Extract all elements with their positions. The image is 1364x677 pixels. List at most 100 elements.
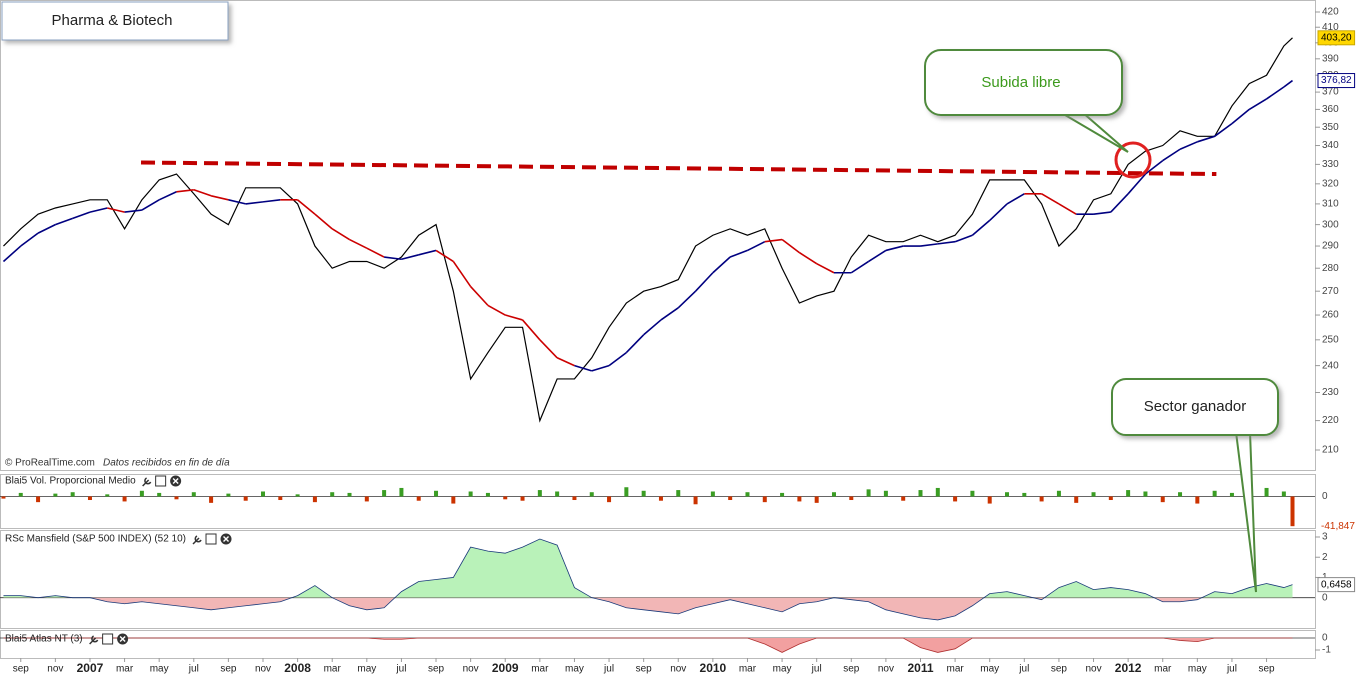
- volume-bar: [122, 496, 127, 502]
- last-value-tag: 403,20: [1317, 30, 1356, 46]
- callout-box: [924, 49, 1123, 116]
- moving-average-segment: [418, 249, 437, 256]
- x-tick-label: sep: [1051, 664, 1068, 675]
- moving-average-segment: [764, 238, 783, 243]
- y-tick-label: 2: [1322, 552, 1328, 563]
- moving-average-segment: [89, 207, 108, 213]
- y-tick-label: 3: [1322, 532, 1328, 543]
- moving-average-segment: [521, 319, 541, 341]
- moving-average-segment: [435, 249, 454, 263]
- indicator-line: [3, 637, 1293, 653]
- volume-bar: [1126, 490, 1131, 497]
- moving-average-segment: [1197, 135, 1215, 143]
- volume-bar: [589, 492, 594, 497]
- x-tick-label: nov: [463, 664, 479, 675]
- volume-bar: [1005, 492, 1010, 497]
- moving-average-segment: [1127, 173, 1147, 195]
- volume-bar: [105, 494, 110, 497]
- moving-average-segment: [297, 199, 316, 215]
- window-icon[interactable]: [155, 475, 167, 487]
- x-tick-label: sep: [220, 664, 237, 675]
- volume-bar: [1264, 487, 1269, 497]
- moving-average-segment: [245, 201, 264, 205]
- x-tick-label: jul: [1226, 664, 1237, 675]
- moving-average-segment: [868, 249, 887, 263]
- window-icon[interactable]: [205, 533, 217, 545]
- x-tick-label: nov: [878, 664, 894, 675]
- x-tick-label: mar: [324, 664, 342, 675]
- x-tick-label: may: [150, 664, 169, 675]
- volume-bar: [987, 496, 992, 504]
- moving-average-segment: [850, 260, 870, 274]
- moving-average-segment: [210, 195, 229, 201]
- moving-average-segment: [989, 203, 1008, 221]
- moving-average-segment: [574, 364, 592, 372]
- volume-bar: [624, 487, 629, 497]
- y-tick-label: 330: [1322, 159, 1339, 170]
- moving-average-segment: [314, 213, 333, 230]
- moving-average-segment: [107, 207, 125, 213]
- moving-average-segment: [1266, 86, 1285, 100]
- moving-average-segment: [971, 219, 991, 236]
- moving-average-segment: [176, 188, 194, 193]
- moving-average-segment: [505, 314, 523, 321]
- x-tick-label: sep: [1258, 664, 1275, 675]
- volume-bar: [312, 496, 317, 503]
- volume-bar: [18, 492, 23, 497]
- volume-bar: [485, 492, 490, 497]
- x-tick-label: nov: [670, 664, 686, 675]
- moving-average-segment: [920, 243, 938, 247]
- moving-average-segment: [20, 232, 39, 247]
- volume-bar: [641, 490, 646, 497]
- volume-bar: [676, 490, 681, 497]
- volume-bar: [780, 492, 785, 497]
- volume-bar: [36, 496, 41, 503]
- settings-icon: [89, 635, 99, 645]
- volume-bar: [970, 490, 975, 497]
- x-tick-label: mar: [946, 664, 964, 675]
- close-cross: [119, 636, 126, 642]
- volume-bar: [1290, 496, 1295, 527]
- window-icon[interactable]: [102, 633, 114, 645]
- x-tick-label: mar: [116, 664, 134, 675]
- volume-bar: [1281, 491, 1286, 497]
- moving-average-segment: [37, 223, 56, 234]
- x-tick-label: 2012: [1115, 661, 1142, 675]
- volume-bar: [226, 493, 231, 497]
- x-tick-label: jul: [811, 664, 822, 675]
- y-tick-label: 410: [1322, 22, 1339, 33]
- moving-average-segment: [470, 285, 489, 306]
- x-tick-label: may: [773, 664, 792, 675]
- last-value-label: -41,847: [1321, 521, 1355, 532]
- x-tick-label: sep: [843, 664, 860, 675]
- x-tick-label: sep: [428, 664, 445, 675]
- x-tick-label: mar: [1154, 664, 1172, 675]
- title-box: [1, 1, 229, 41]
- volume-bar: [1108, 496, 1113, 501]
- last-value-tag: 376,82: [1317, 73, 1356, 89]
- volume-bar: [572, 496, 577, 501]
- moving-average-segment: [1110, 193, 1129, 213]
- volume-bar: [434, 490, 439, 497]
- y-tick-label: 210: [1322, 445, 1339, 456]
- y-tick-label: 390: [1322, 53, 1339, 64]
- volume-bar: [555, 491, 560, 497]
- volume-bar: [953, 496, 958, 502]
- volume-bar: [658, 496, 663, 501]
- volume-bar: [728, 496, 733, 501]
- y-tick-label: 0: [1322, 592, 1328, 603]
- moving-average-segment: [556, 357, 575, 367]
- volume-bar: [468, 491, 473, 497]
- volume-bar: [347, 492, 352, 497]
- volume-bar: [1160, 496, 1165, 503]
- volume-bar: [1212, 490, 1217, 497]
- moving-average-segment: [747, 240, 766, 252]
- main-panel: [0, 0, 1316, 471]
- rsc-panel: [0, 530, 1316, 629]
- x-tick-label: 2009: [492, 661, 519, 675]
- volume-bar: [693, 496, 698, 505]
- moving-average-segment: [1179, 141, 1198, 150]
- moving-average-segment: [1283, 79, 1293, 88]
- volume-bar: [866, 489, 871, 497]
- y-tick-label: 260: [1322, 310, 1339, 321]
